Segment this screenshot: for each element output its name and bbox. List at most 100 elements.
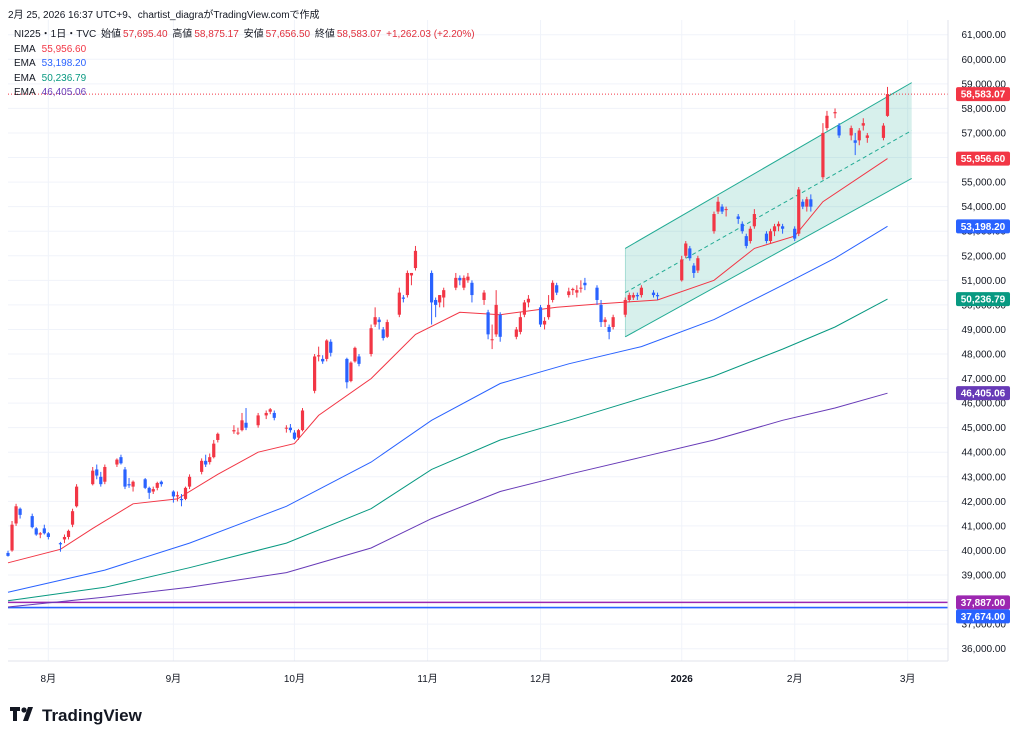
candle-body xyxy=(551,282,555,300)
candle-body xyxy=(849,128,853,136)
candle xyxy=(623,297,627,318)
candle xyxy=(103,464,107,485)
y-tick-label: 39,000.00 xyxy=(962,571,1007,582)
y-tick-label: 36,000.00 xyxy=(962,644,1007,655)
candle-body xyxy=(179,498,184,501)
open-value: 57,695.40 xyxy=(123,29,168,40)
horizontal-lines[interactable] xyxy=(8,601,948,609)
candle-body xyxy=(317,355,321,357)
channel-upper-line[interactable] xyxy=(625,82,912,249)
candle-body xyxy=(825,115,829,129)
symbol-label[interactable]: NI225・1日・TVC xyxy=(14,29,97,40)
candle xyxy=(518,312,522,335)
candle xyxy=(639,285,643,298)
candle-body xyxy=(381,329,385,339)
candle-body xyxy=(575,290,579,293)
legend-ema-4[interactable]: EMA 46,405.06 xyxy=(14,86,477,101)
candle xyxy=(268,408,272,415)
y-tick-label: 51,000.00 xyxy=(962,276,1007,287)
candlesticks xyxy=(6,86,890,557)
legend: NI225・1日・TVC 始値 57,695.40 高値 58,875.17 安値 5… xyxy=(14,28,477,101)
price-tag: 37,887.00 xyxy=(956,595,1010,610)
x-tick-label: 10月 xyxy=(284,673,305,685)
candle-body xyxy=(272,412,276,418)
candle-body xyxy=(744,236,748,246)
candle xyxy=(780,223,785,234)
x-tick-label: 2026 xyxy=(671,674,694,685)
logo-text: TradingView xyxy=(42,706,142,725)
price-tag-bg xyxy=(956,609,1010,624)
candle-body xyxy=(514,329,518,337)
candle-body xyxy=(369,328,373,355)
y-tick-label: 43,000.00 xyxy=(962,472,1007,483)
price-tag-bg xyxy=(956,595,1010,610)
candle-body xyxy=(329,341,333,353)
candle-body xyxy=(805,199,809,207)
chart-header: 2月 25, 2026 16:37 UTC+9、chartist_diagraが… xyxy=(8,10,320,21)
legend-ema-1[interactable]: EMA 55,956.60 xyxy=(14,43,477,58)
parallel-channel[interactable] xyxy=(624,82,912,338)
candle xyxy=(345,357,349,389)
candle xyxy=(58,541,63,552)
candle-body xyxy=(6,552,10,556)
candle xyxy=(575,285,579,298)
candle-body xyxy=(212,443,216,458)
candle xyxy=(42,524,46,535)
candle xyxy=(720,204,724,215)
candle xyxy=(526,295,531,308)
price-tag-text: 50,236.79 xyxy=(961,295,1006,306)
candle xyxy=(66,529,71,540)
candle xyxy=(821,123,825,180)
candle-body xyxy=(18,508,22,515)
candle-body xyxy=(837,125,841,136)
candle xyxy=(744,233,748,249)
candle-body xyxy=(684,243,688,256)
candle xyxy=(462,275,466,291)
candle xyxy=(99,471,103,487)
candle xyxy=(611,314,615,330)
candle xyxy=(183,486,188,501)
candle xyxy=(147,486,151,499)
candle xyxy=(409,272,414,286)
candle-body xyxy=(268,409,272,412)
time-axis[interactable]: 8月 9月 10月 11月 12月 2026 2月 3月 xyxy=(41,673,916,685)
candle-body xyxy=(780,226,785,229)
candle-body xyxy=(325,340,329,359)
candle xyxy=(288,424,293,433)
candle-body xyxy=(430,272,434,303)
channel-mid-line[interactable] xyxy=(625,130,912,294)
candle-body xyxy=(30,516,34,528)
candle-body xyxy=(639,287,643,296)
price-tag-bg xyxy=(956,219,1010,234)
candle-body xyxy=(571,288,575,291)
candle-body xyxy=(256,415,260,426)
candle xyxy=(204,454,208,467)
candle-body xyxy=(724,209,728,211)
candle-body xyxy=(58,543,63,545)
legend-ema-2[interactable]: EMA 53,198.20 xyxy=(14,57,477,72)
candle xyxy=(764,231,769,244)
candle xyxy=(208,453,212,465)
candle xyxy=(405,270,409,298)
candle xyxy=(244,408,248,431)
ema-3-name: EMA xyxy=(14,72,36,84)
candle xyxy=(688,245,692,261)
candle-body xyxy=(526,298,531,303)
candle xyxy=(34,527,38,536)
candle-body xyxy=(490,339,494,341)
tradingview-logo[interactable]: TradingView xyxy=(10,706,142,726)
candle xyxy=(413,245,418,271)
candle xyxy=(684,241,688,259)
candle xyxy=(442,287,446,308)
legend-ema-3[interactable]: EMA 50,236.79 xyxy=(14,72,477,87)
candle xyxy=(216,432,220,443)
candle-body xyxy=(91,470,95,485)
candle-body xyxy=(296,430,301,438)
channel-lower-line[interactable] xyxy=(625,177,912,338)
candle-body xyxy=(821,132,825,178)
ema-line-3 xyxy=(7,298,888,602)
price-tags: 58,583.07 55,956.60 53,198.20 50,236.79 46,4… xyxy=(956,87,1010,624)
candle-body xyxy=(127,484,131,486)
candle xyxy=(430,270,434,325)
